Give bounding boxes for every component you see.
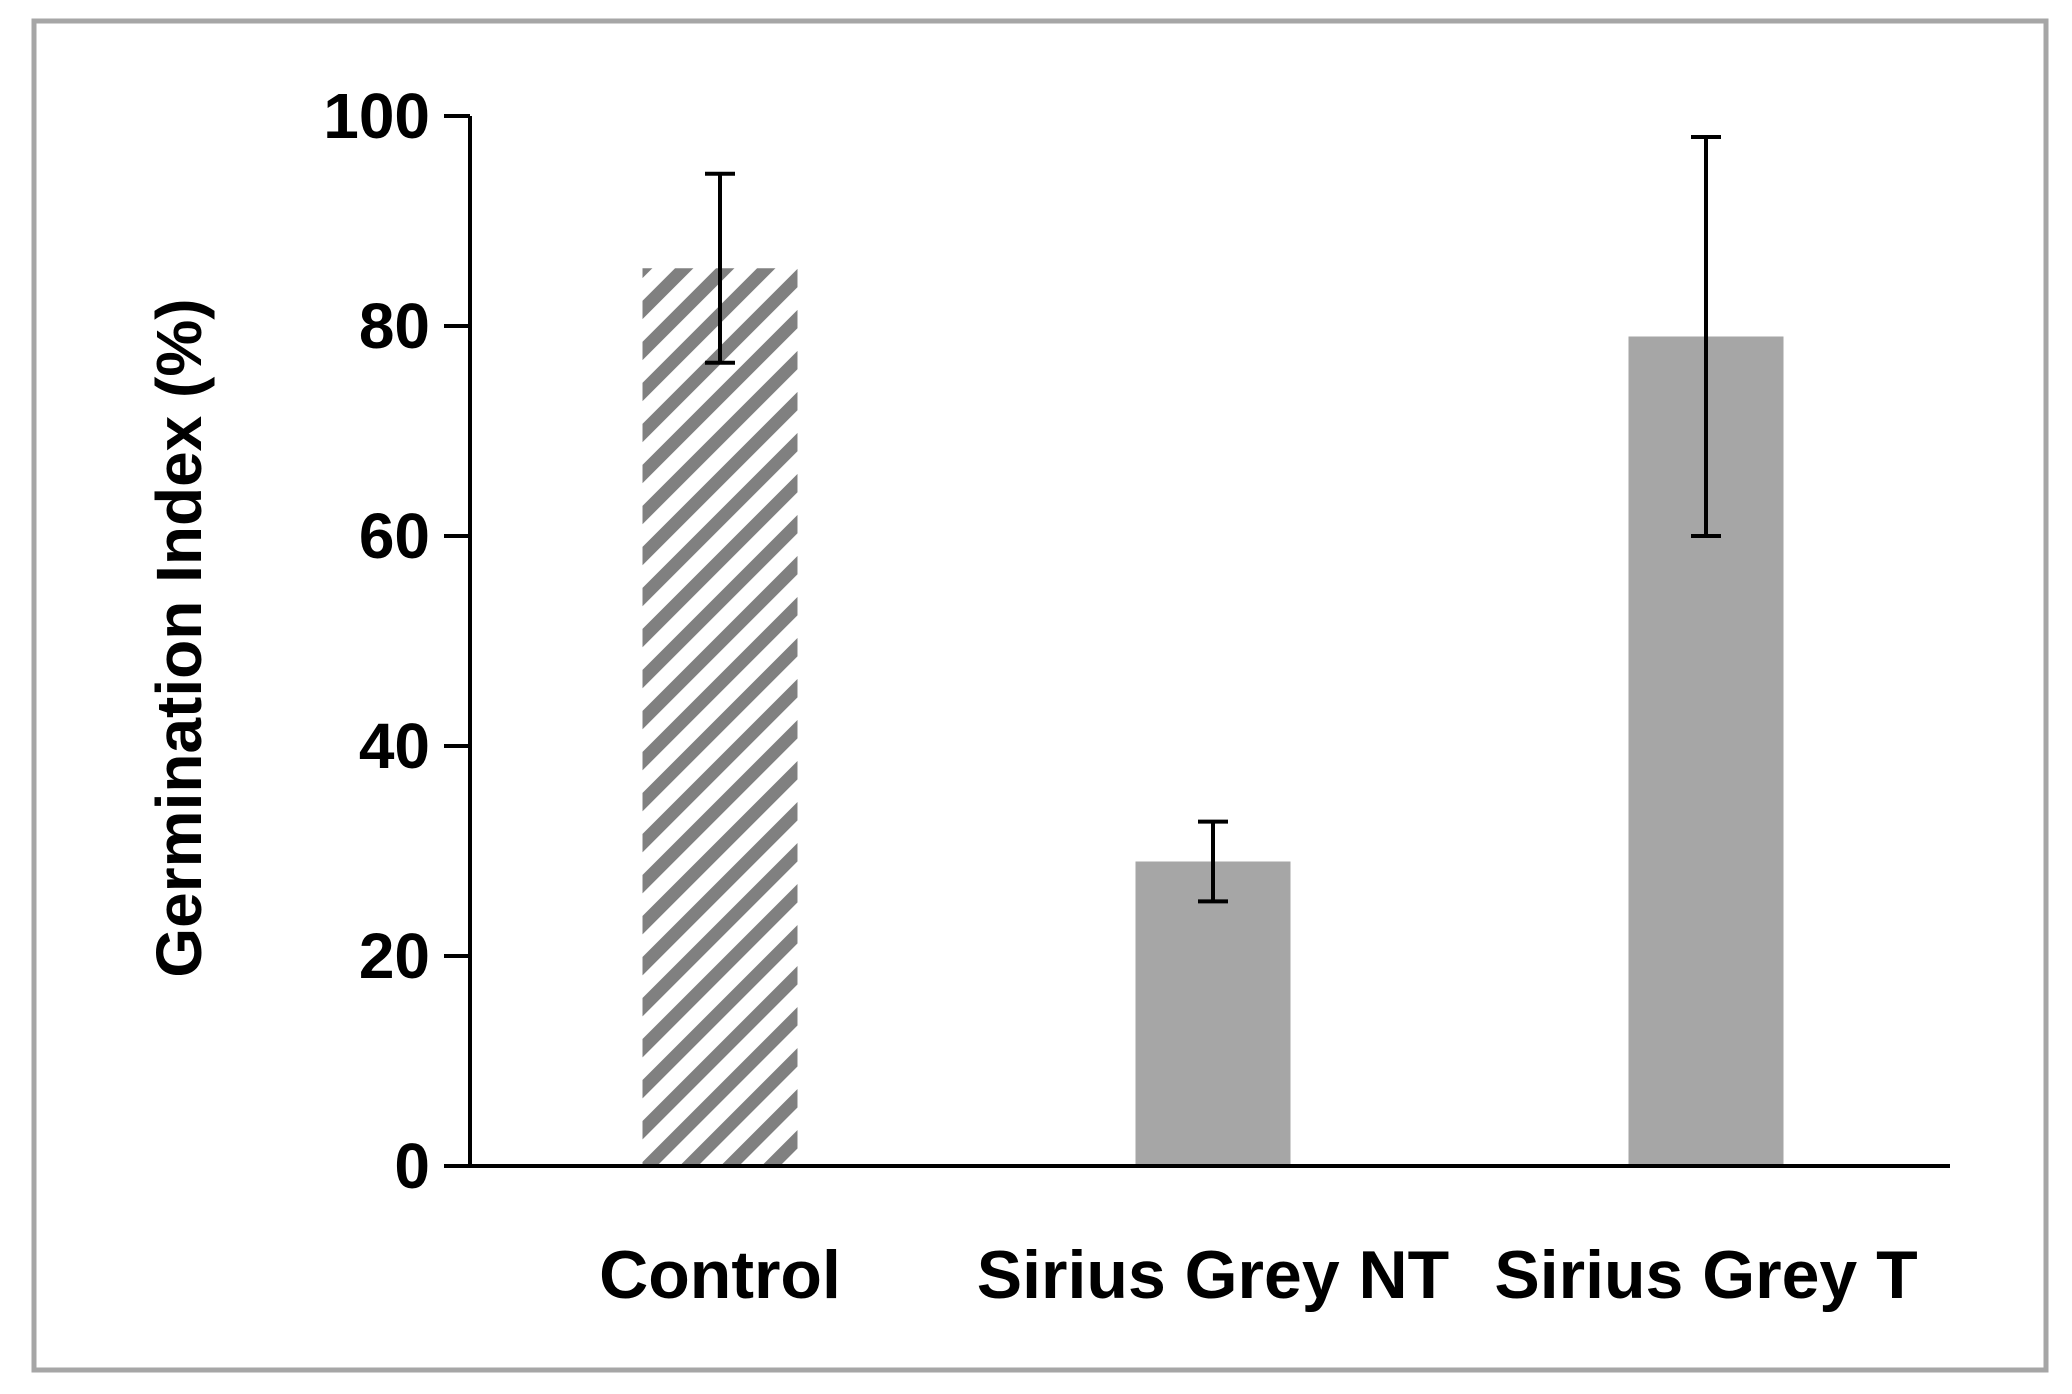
bar-control (642, 268, 798, 1166)
y-tick-label: 40 (359, 710, 430, 782)
y-tick-label: 20 (359, 920, 430, 992)
x-category-label: Control (599, 1237, 841, 1313)
y-tick-label: 100 (323, 80, 430, 152)
bar-sirius-grey-nt (1135, 861, 1291, 1166)
y-tick-label: 60 (359, 500, 430, 572)
y-axis-title: Germination Index (%) (143, 298, 215, 977)
x-category-label: Sirius Grey NT (977, 1237, 1449, 1313)
y-tick-label: 80 (359, 290, 430, 362)
x-category-label: Sirius Grey T (1494, 1237, 1917, 1313)
y-tick-label: 0 (394, 1130, 430, 1202)
